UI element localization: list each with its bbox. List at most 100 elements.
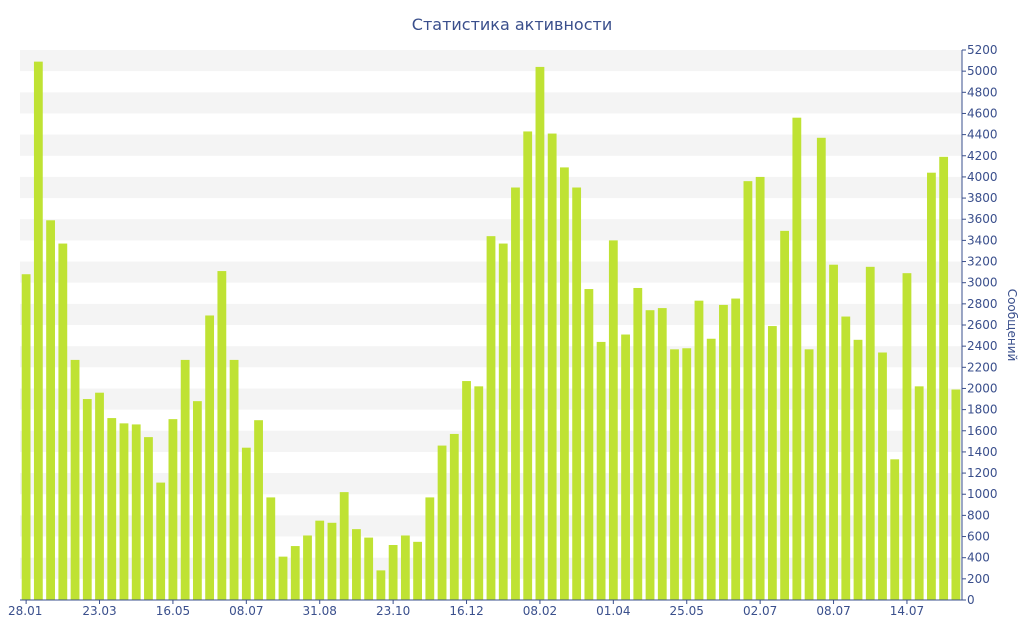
y-tick-label: 3800 bbox=[967, 191, 998, 205]
y-tick-label: 1200 bbox=[967, 466, 998, 480]
bar bbox=[547, 133, 557, 601]
bar bbox=[731, 298, 741, 600]
y-tick-label: 3000 bbox=[967, 276, 998, 290]
bar bbox=[486, 236, 496, 600]
bar bbox=[352, 529, 361, 600]
bar bbox=[927, 172, 936, 600]
bar bbox=[829, 264, 838, 600]
y-tick-label: 5000 bbox=[967, 64, 998, 78]
bar bbox=[682, 348, 692, 600]
bar bbox=[694, 300, 704, 600]
bar bbox=[535, 66, 545, 600]
y-tick-label: 4000 bbox=[967, 170, 998, 184]
y-tick-label: 4800 bbox=[967, 85, 998, 99]
bar bbox=[131, 424, 141, 600]
y-tick-label: 1800 bbox=[967, 403, 998, 417]
bar bbox=[939, 156, 949, 601]
bar bbox=[217, 271, 227, 600]
y-tick-label: 0 bbox=[967, 593, 975, 607]
y-tick-label: 1000 bbox=[967, 487, 998, 501]
x-tick-label: 02.07 bbox=[743, 604, 777, 618]
bar bbox=[156, 482, 166, 600]
bar bbox=[523, 131, 533, 600]
bar bbox=[339, 492, 349, 600]
x-tick-label: 08.07 bbox=[229, 604, 263, 618]
x-tick-label: 25.05 bbox=[670, 604, 704, 618]
bar bbox=[902, 273, 912, 600]
bar bbox=[241, 447, 251, 600]
grid-band bbox=[20, 219, 962, 241]
bar bbox=[95, 392, 104, 600]
y-tick-label: 600 bbox=[967, 530, 990, 544]
y-tick-label: 1600 bbox=[967, 424, 998, 438]
bar bbox=[743, 181, 753, 600]
bar bbox=[388, 545, 398, 600]
bar bbox=[70, 359, 80, 600]
bar bbox=[670, 349, 679, 600]
y-tick-label: 2000 bbox=[967, 381, 998, 395]
bars bbox=[21, 61, 961, 601]
bar bbox=[449, 433, 459, 600]
grid-band bbox=[20, 92, 962, 114]
y-tick-label: 2400 bbox=[967, 339, 998, 353]
y-tick-label: 200 bbox=[967, 572, 990, 586]
grid-band bbox=[20, 50, 962, 72]
bar bbox=[853, 339, 863, 600]
bar bbox=[21, 274, 31, 600]
grid-band bbox=[20, 134, 962, 156]
bar bbox=[376, 570, 386, 600]
bar bbox=[119, 423, 129, 600]
bar bbox=[168, 419, 178, 600]
bar bbox=[816, 137, 826, 601]
bar bbox=[755, 176, 765, 600]
bar bbox=[584, 289, 594, 600]
x-tick-labels: 28.01 23.03 16.05 08.07 31.08 23.10 16.12 08.02… bbox=[8, 604, 924, 618]
chart-title: Статистика активности bbox=[411, 15, 613, 34]
bar bbox=[767, 326, 777, 600]
bar bbox=[657, 308, 667, 600]
bar bbox=[633, 287, 643, 600]
bar bbox=[364, 537, 374, 600]
bar bbox=[841, 316, 851, 600]
bar bbox=[192, 401, 202, 600]
bar bbox=[878, 352, 887, 600]
bar bbox=[719, 304, 728, 600]
bar bbox=[498, 243, 508, 601]
bar bbox=[914, 386, 924, 600]
y-tick-label: 2200 bbox=[967, 360, 998, 374]
bar bbox=[58, 243, 68, 601]
y-tick-label: 5200 bbox=[967, 43, 998, 57]
bar bbox=[315, 520, 325, 600]
bar bbox=[804, 349, 814, 600]
y-tick-label: 3200 bbox=[967, 255, 998, 269]
bar bbox=[474, 386, 484, 600]
y-tick-label: 800 bbox=[967, 508, 990, 522]
y-tick-label: 1400 bbox=[967, 445, 998, 459]
x-tick-label: 23.03 bbox=[82, 604, 116, 618]
bar bbox=[205, 315, 215, 600]
x-tick-label: 08.02 bbox=[523, 604, 557, 618]
x-tick-label: 16.05 bbox=[156, 604, 190, 618]
y-tick-label: 3400 bbox=[967, 233, 998, 247]
x-tick-label: 08.07 bbox=[816, 604, 850, 618]
y-tick-label: 3600 bbox=[967, 212, 998, 226]
bar bbox=[890, 459, 900, 600]
bar bbox=[559, 167, 569, 600]
bar bbox=[596, 341, 606, 600]
y-tick-label: 4200 bbox=[967, 149, 998, 163]
x-tick-label: 01.04 bbox=[596, 604, 630, 618]
bar bbox=[229, 359, 239, 600]
bar bbox=[706, 338, 716, 600]
y-tick-label: 2600 bbox=[967, 318, 998, 332]
x-tick-label: 16.12 bbox=[449, 604, 483, 618]
bar bbox=[254, 420, 263, 600]
bar bbox=[780, 230, 790, 600]
bar bbox=[327, 522, 337, 600]
grid-band bbox=[20, 176, 962, 199]
y-tick-label: 2800 bbox=[967, 297, 998, 311]
bar bbox=[572, 187, 582, 600]
x-tick-label: 31.08 bbox=[303, 604, 337, 618]
x-tick-label: 23.10 bbox=[376, 604, 410, 618]
y-tick-label: 4400 bbox=[967, 128, 998, 142]
